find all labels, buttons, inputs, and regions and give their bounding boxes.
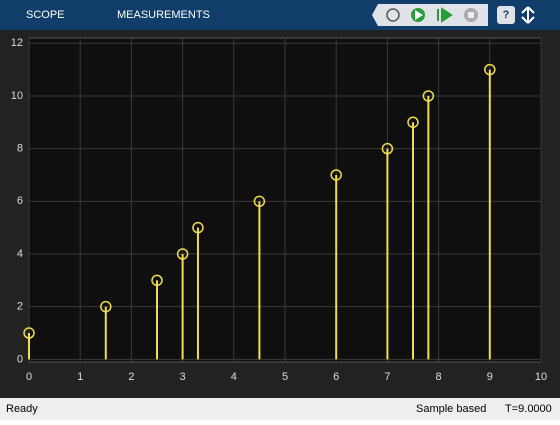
x-tick-label: 7 — [384, 371, 390, 383]
step-back-button[interactable] — [386, 8, 400, 22]
x-tick-label: 4 — [231, 371, 237, 383]
stop-icon — [468, 12, 474, 18]
y-tick-label: 10 — [11, 90, 23, 102]
status-bar — [0, 398, 560, 420]
stem-marker — [381, 142, 394, 155]
y-tick-label: 2 — [17, 301, 23, 313]
stem-marker — [100, 300, 112, 313]
mode-text: Sample based — [416, 403, 486, 415]
y-tick-label: 0 — [17, 353, 23, 365]
stem-marker — [407, 116, 419, 129]
run-icon — [415, 10, 423, 20]
stem-marker — [330, 169, 342, 181]
stem-marker — [23, 327, 35, 339]
y-tick-label: 6 — [17, 195, 23, 207]
x-tick-label: 8 — [436, 371, 442, 383]
x-tick-label: 0 — [26, 371, 32, 383]
step-button[interactable] — [437, 7, 453, 23]
measurements-tab[interactable]: MEASUREMENTS — [117, 9, 210, 21]
y-tick-label: 8 — [17, 143, 23, 155]
y-tick-label: 4 — [17, 248, 23, 260]
x-tick-label: 9 — [487, 371, 493, 383]
stem-marker — [192, 221, 204, 234]
stem-marker — [253, 195, 266, 208]
stem-marker — [176, 248, 189, 260]
x-tick-label: 6 — [333, 371, 339, 383]
x-tick-label: 5 — [282, 371, 288, 383]
stem-marker — [151, 274, 163, 287]
help-label: ? — [503, 9, 510, 21]
x-tick-label: 3 — [180, 371, 186, 383]
run-controls — [372, 4, 488, 26]
stem-marker — [422, 90, 435, 102]
stem-marker — [484, 63, 496, 76]
status-text: Ready — [6, 403, 38, 415]
x-tick-label: 1 — [77, 371, 83, 383]
help-button[interactable] — [497, 6, 515, 24]
y-tick-label: 12 — [11, 37, 23, 49]
expand-button[interactable] — [521, 6, 535, 24]
x-tick-label: 10 — [535, 371, 547, 383]
x-tick-label: 2 — [128, 371, 134, 383]
time-text: T=9.0000 — [505, 403, 552, 415]
scope-tab[interactable]: SCOPE — [26, 9, 65, 21]
